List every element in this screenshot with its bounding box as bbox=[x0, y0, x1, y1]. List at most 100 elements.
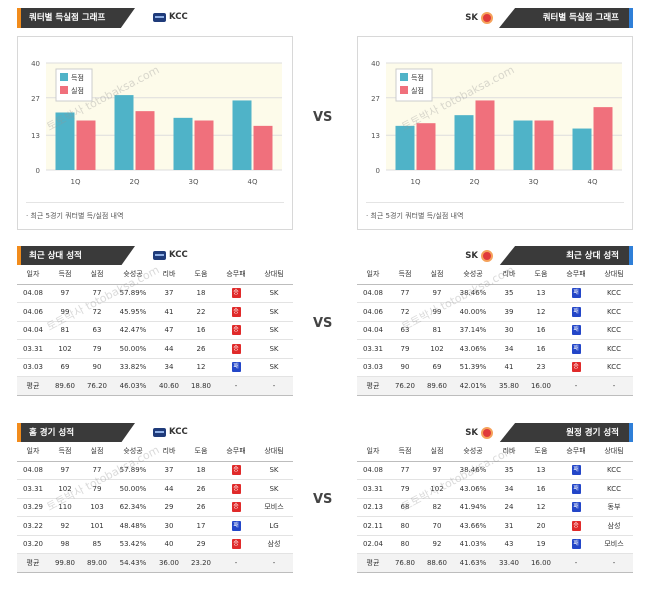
table-cell: 110 bbox=[49, 498, 81, 517]
table-cell: 패 bbox=[217, 358, 255, 377]
table-cell: SK bbox=[255, 321, 293, 340]
legend-swatch bbox=[60, 86, 68, 94]
right-away-team: SK bbox=[465, 427, 493, 439]
table-cell: 77 bbox=[389, 461, 421, 480]
average-cell: 46.03% bbox=[113, 376, 153, 396]
column-header: 득점 bbox=[49, 442, 81, 462]
table-cell: 19 bbox=[525, 535, 557, 554]
table-cell: KCC bbox=[595, 284, 633, 303]
table-cell: 90 bbox=[389, 358, 421, 377]
average-cell: - bbox=[557, 376, 595, 396]
right-chart-header: SK 쿼터별 득실점 그래프 bbox=[357, 8, 633, 28]
table-cell: 44 bbox=[153, 479, 185, 499]
column-header: 도움 bbox=[525, 442, 557, 462]
bar-score bbox=[232, 100, 252, 170]
right-chart-panel: SK 쿼터별 득실점 그래프 0 13 27 40 1Q 2Q 3Q 4Q 득점 실점 · 최근 … bbox=[357, 8, 633, 230]
column-header: 실점 bbox=[421, 265, 453, 285]
vs-label-3: VS bbox=[313, 492, 333, 507]
table-cell: 패 bbox=[557, 461, 595, 480]
right-recent-title: 최근 상대 성적 bbox=[499, 246, 633, 266]
table-cell: 44 bbox=[153, 339, 185, 359]
legend-swatch bbox=[60, 73, 68, 81]
column-header: 득점 bbox=[49, 265, 81, 285]
loss-badge: 패 bbox=[571, 502, 581, 513]
kcc-logo-icon bbox=[153, 12, 166, 22]
left-recent-title: 최근 상대 성적 bbox=[17, 246, 135, 266]
table-row: 03.03 69 90 33.82% 34 12 패 SK bbox=[17, 358, 293, 377]
column-header: 슛성공 bbox=[113, 442, 153, 462]
table-cell: 승 bbox=[217, 498, 255, 517]
table-cell: 17 bbox=[185, 516, 217, 536]
x-tick-label: 1Q bbox=[411, 178, 421, 186]
right-away-panel: SK 원정 경기 성적 일자 득점 실점 슛성공 리바 도움 승무패 상대팀 04.08 77 97… bbox=[357, 423, 633, 573]
average-cell: 평균 bbox=[357, 553, 389, 573]
bar-score bbox=[513, 120, 533, 170]
table-cell: 03.31 bbox=[357, 339, 389, 359]
x-tick-label: 4Q bbox=[248, 178, 258, 186]
table-cell: 03.03 bbox=[17, 358, 49, 377]
table-cell: KCC bbox=[595, 302, 633, 322]
column-header: 리바 bbox=[153, 265, 185, 285]
table-cell: 69 bbox=[49, 358, 81, 377]
average-cell: - bbox=[217, 553, 255, 573]
table-cell: 16 bbox=[525, 321, 557, 340]
table-cell: 38.46% bbox=[453, 284, 493, 303]
win-badge: 승 bbox=[231, 483, 241, 494]
table-header-row: 일자 득점 실점 슛성공 리바 도움 승무패 상대팀 bbox=[357, 265, 633, 285]
table-cell: KCC bbox=[595, 479, 633, 499]
table-row: 03.31 79 102 43.06% 34 16 패 KCC bbox=[357, 339, 633, 359]
table-cell: 26 bbox=[185, 339, 217, 359]
y-tick-label: 40 bbox=[371, 60, 380, 68]
table-row: 04.08 77 97 38.46% 35 13 패 KCC bbox=[357, 461, 633, 480]
table-cell: 68 bbox=[389, 498, 421, 517]
right-team-label: SK bbox=[465, 12, 493, 24]
bar-score bbox=[114, 95, 134, 170]
table-cell: 패 bbox=[557, 479, 595, 499]
table-cell: 43 bbox=[493, 535, 525, 554]
left-recent-panel: 최근 상대 성적 KCC 일자 득점 실점 슛성공 리바 도움 승무패 상대팀 04.08 97 7… bbox=[17, 246, 293, 396]
table-cell: 51.39% bbox=[453, 358, 493, 377]
right-away-title: 원정 경기 성적 bbox=[499, 423, 633, 443]
table-cell: 34 bbox=[493, 479, 525, 499]
table-cell: 03.31 bbox=[17, 479, 49, 499]
column-header: 일자 bbox=[357, 265, 389, 285]
table-cell: 동부 bbox=[595, 498, 633, 517]
table-cell: 04.06 bbox=[17, 302, 49, 322]
table-cell: KCC bbox=[595, 321, 633, 340]
y-tick-label: 0 bbox=[36, 167, 40, 175]
table-cell: 13 bbox=[525, 284, 557, 303]
table-cell: 97 bbox=[421, 461, 453, 480]
sk-logo-icon bbox=[481, 427, 493, 439]
right-away-table: 일자 득점 실점 슛성공 리바 도움 승무패 상대팀 04.08 77 97 38.46% 35 13 패 K… bbox=[357, 442, 633, 573]
legend-swatch bbox=[400, 86, 408, 94]
table-cell: 43.06% bbox=[453, 339, 493, 359]
table-cell: 39 bbox=[493, 302, 525, 322]
table-cell: SK bbox=[255, 302, 293, 322]
table-row: 03.03 90 69 51.39% 41 23 승 KCC bbox=[357, 358, 633, 377]
left-home-header: 홈 경기 성적 KCC bbox=[17, 423, 293, 443]
table-cell: 92 bbox=[421, 535, 453, 554]
bar-concede bbox=[416, 123, 436, 170]
table-cell: 79 bbox=[389, 479, 421, 499]
column-header: 슛성공 bbox=[453, 442, 493, 462]
column-header: 득점 bbox=[389, 265, 421, 285]
loss-badge: 패 bbox=[571, 288, 581, 299]
legend-swatch bbox=[400, 73, 408, 81]
table-cell: 모비스 bbox=[595, 535, 633, 554]
table-cell: 31 bbox=[493, 516, 525, 536]
table-cell: 04.08 bbox=[17, 461, 49, 480]
table-cell: 98 bbox=[49, 535, 81, 554]
table-cell: 41 bbox=[153, 302, 185, 322]
right-recent-team: SK bbox=[465, 250, 493, 262]
column-header: 리바 bbox=[493, 442, 525, 462]
table-cell: 승 bbox=[557, 358, 595, 377]
win-badge: 승 bbox=[231, 539, 241, 550]
table-cell: 승 bbox=[217, 321, 255, 340]
right-chart-title: 쿼터별 득실점 그래프 bbox=[499, 8, 633, 28]
legend-label: 실점 bbox=[411, 86, 424, 95]
table-cell: 03.31 bbox=[17, 339, 49, 359]
table-cell: 35 bbox=[493, 461, 525, 480]
left-home-title: 홈 경기 성적 bbox=[17, 423, 135, 443]
table-cell: 42.47% bbox=[113, 321, 153, 340]
legend-label: 득점 bbox=[411, 74, 424, 82]
